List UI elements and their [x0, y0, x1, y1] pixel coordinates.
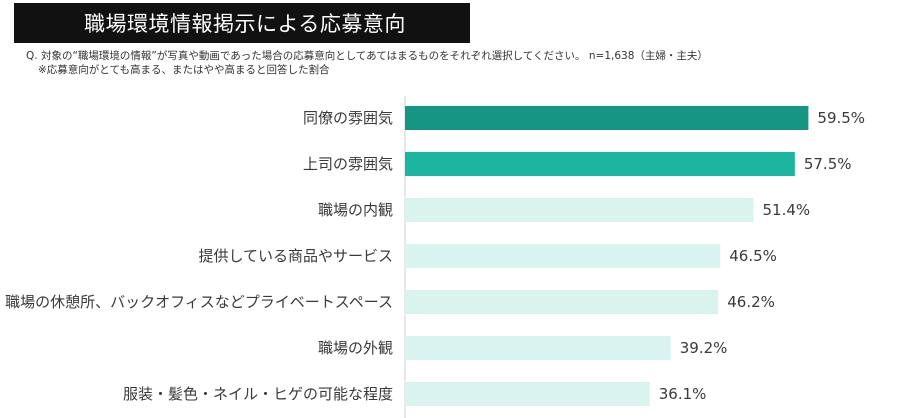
value-label: 51.4%	[762, 201, 810, 219]
value-label: 46.5%	[729, 247, 777, 265]
category-label: 職場の内観	[318, 201, 393, 219]
title-banner: 職場環境情報掲示による応募意向	[14, 3, 470, 43]
chart-title: 職場環境情報掲示による応募意向	[84, 12, 406, 36]
category-label: 職場の外観	[318, 339, 393, 357]
bar	[405, 382, 650, 406]
note-line: ※応募意向がとても高まる、またはやや高まると回答した割合	[38, 64, 330, 76]
bar	[405, 198, 754, 222]
value-label: 59.5%	[817, 109, 865, 127]
value-label: 39.2%	[680, 339, 728, 357]
question-text: Q. 対象の“職場環境の情報”が写真や動画であった場合の応募意向としてあてはまる…	[26, 49, 708, 77]
bar	[405, 244, 721, 268]
value-label: 57.5%	[804, 155, 852, 173]
value-label: 46.2%	[727, 293, 775, 311]
category-label: 上司の雰囲気	[303, 155, 393, 173]
value-label: 36.1%	[659, 385, 707, 403]
bar	[405, 152, 795, 176]
bar	[405, 336, 671, 360]
question-line: Q. 対象の“職場環境の情報”が写真や動画であった場合の応募意向としてあてはまる…	[26, 50, 708, 62]
bar	[405, 106, 809, 130]
category-label: 服装・髪色・ネイル・ヒゲの可能な程度	[123, 385, 393, 403]
category-label: 提供している商品やサービス	[198, 247, 393, 265]
bar	[405, 290, 719, 314]
category-label: 職場の休憩所、バックオフィスなどプライベートスペース	[5, 293, 393, 311]
category-label: 同僚の雰囲気	[303, 109, 393, 127]
